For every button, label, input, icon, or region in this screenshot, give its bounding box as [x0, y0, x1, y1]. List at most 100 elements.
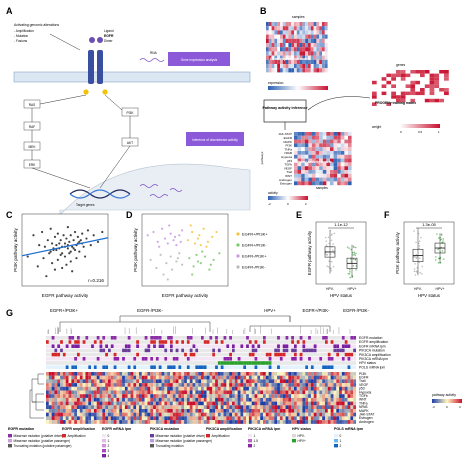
- annotation-cell: [279, 352, 283, 357]
- heatmap-cell: [324, 51, 328, 56]
- heatmap-cell: [192, 372, 196, 376]
- heatmap-cell: [308, 166, 312, 170]
- annotation-cell: [62, 357, 66, 361]
- heatmap-cell: [299, 47, 303, 52]
- heatmap-cell: [189, 390, 193, 395]
- cluster-group-label: EGFR-/PI3K-: [137, 308, 163, 313]
- heatmap-cell: [144, 390, 148, 395]
- scatter-point: [163, 237, 167, 240]
- heatmap-cell: [93, 397, 97, 402]
- annotation-cell: [251, 344, 255, 348]
- heatmap-cell: [271, 412, 275, 417]
- heatmap-cell: [316, 420, 320, 424]
- heatmap-cell: [308, 394, 311, 398]
- scatter-point: [66, 225, 69, 229]
- scatter-point: [69, 250, 72, 253]
- heatmap-cell: [246, 383, 249, 387]
- heatmap-cell: [344, 139, 348, 144]
- annotation-cell: [274, 361, 278, 365]
- heatmap-cell: [274, 34, 278, 39]
- heatmap-cell: [254, 397, 258, 402]
- annotation-cell: [184, 336, 187, 340]
- heatmap-cell: [155, 394, 159, 398]
- heatmap-cell: [88, 412, 92, 417]
- heatmap-cell: [237, 397, 241, 402]
- jitter-point: [413, 268, 416, 270]
- scatter-point: [86, 229, 90, 232]
- heatmap-cell: [294, 147, 298, 151]
- heatmap-cell: [315, 132, 320, 136]
- heatmap-cell: [234, 405, 238, 410]
- heatmap-cell: [396, 77, 401, 81]
- heatmap-cell: [189, 372, 193, 376]
- heatmap-cell: [243, 420, 247, 424]
- heatmap-cell: [304, 139, 309, 144]
- heatmap-cell: [333, 154, 338, 159]
- heatmap-cell: [172, 416, 176, 421]
- pathway-activity-colorbar: [432, 399, 462, 403]
- annotation-cell: [296, 352, 300, 357]
- heatmap-cell: [319, 397, 323, 402]
- heatmap-cell: [229, 397, 233, 402]
- annotation-cell: [209, 352, 213, 357]
- heatmap-cell: [141, 420, 145, 424]
- heatmap-cell: [85, 397, 89, 402]
- heatmap-cell: [234, 383, 238, 387]
- panel-letter-c: C: [6, 210, 13, 220]
- annotation-cell: [153, 336, 156, 340]
- heatmap-cell: [54, 383, 58, 387]
- heatmap-cell: [415, 88, 420, 92]
- heatmap-cell: [336, 412, 340, 417]
- heatmap-cell: [105, 372, 109, 376]
- annotation-cell: [353, 365, 357, 369]
- heatmap-cell: [288, 390, 292, 395]
- heatmap-cell: [333, 177, 338, 182]
- annotation-cell: [268, 344, 272, 348]
- heatmap-cell: [339, 394, 342, 398]
- annotation-cell: [339, 344, 342, 348]
- heatmap-cell: [313, 51, 317, 56]
- heatmap-cell: [274, 405, 278, 410]
- heatmap-cell: [312, 166, 316, 170]
- dna-icon: [69, 189, 131, 199]
- heatmap-cell: [386, 98, 392, 103]
- annotation-cell: [155, 365, 159, 369]
- heatmap-cell: [274, 401, 278, 406]
- heatmap-cell: [299, 34, 303, 39]
- heatmap-cell: [124, 379, 128, 384]
- annotation-cell: [82, 352, 86, 357]
- annotation-cell: [257, 365, 261, 369]
- weight-tick: 0.5: [418, 130, 423, 134]
- heatmap-cell: [65, 409, 69, 413]
- annotation-cell: [99, 348, 103, 353]
- heatmap-cell: [274, 409, 278, 413]
- annotation-cell: [189, 344, 193, 348]
- annotation-cell: [274, 352, 278, 357]
- annotation-cell: [277, 361, 280, 365]
- heatmap-cell: [51, 420, 55, 424]
- heatmap-cell: [172, 375, 176, 380]
- heatmap-cell: [305, 416, 309, 421]
- heatmap-cell: [274, 420, 278, 424]
- heatmap-cell: [274, 383, 278, 387]
- annotation-cell: [150, 357, 154, 361]
- heatmap-cell: [96, 397, 100, 402]
- heatmap-cell: [336, 401, 340, 406]
- heatmap-cell: [184, 386, 187, 391]
- heatmap-cell: [158, 409, 162, 413]
- heatmap-cell: [296, 386, 300, 391]
- heatmap-cell: [223, 416, 227, 421]
- heatmap-cell: [301, 166, 305, 170]
- heatmap-cell: [91, 394, 94, 398]
- heatmap-cell: [139, 383, 142, 387]
- heatmap-cell: [167, 397, 171, 402]
- scatter-point: [212, 258, 215, 261]
- heatmap-cell: [212, 409, 216, 413]
- heatmap-cell: [319, 420, 323, 424]
- annotation-cell: [65, 361, 69, 365]
- heatmap-cell: [341, 416, 345, 421]
- heatmap-cell: [372, 73, 377, 78]
- heatmap-cell: [305, 26, 308, 31]
- heatmap-cell: [48, 394, 52, 398]
- heatmap-cell: [319, 375, 323, 380]
